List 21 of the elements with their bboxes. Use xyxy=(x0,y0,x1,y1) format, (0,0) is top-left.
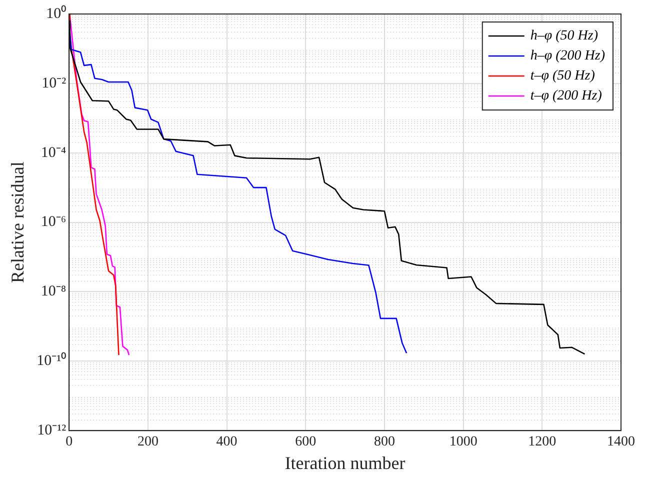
x-tick-label: 400 xyxy=(216,434,238,450)
legend-label: t–φ (50 Hz) xyxy=(530,68,596,84)
legend-label: t–φ (200 Hz) xyxy=(530,88,602,104)
x-tick-label: 1200 xyxy=(528,434,556,450)
x-tick-label: 200 xyxy=(137,434,158,450)
y-tick-label: 10⁻² xyxy=(42,75,67,92)
y-tick-label: 10⁰ xyxy=(46,4,66,22)
x-tick-label: 600 xyxy=(295,434,316,450)
x-tick-label: 800 xyxy=(374,434,395,450)
legend-label: h–φ (50 Hz) xyxy=(530,28,598,44)
x-tick-label: 0 xyxy=(66,434,73,450)
x-tick-label: 1000 xyxy=(449,434,478,450)
x-tick-label: 1400 xyxy=(607,434,635,450)
legend-label: h–φ (200 Hz) xyxy=(530,48,606,64)
y-tick-label: 10⁻¹⁰ xyxy=(36,352,66,370)
y-tick-label: 10⁻¹² xyxy=(37,422,67,439)
y-tick-label: 10⁻⁸ xyxy=(40,284,66,300)
y-tick-label: 10⁻⁶ xyxy=(40,214,66,230)
y-axis-title: Relative residual xyxy=(8,162,28,284)
x-axis-title: Iteration number xyxy=(284,452,406,473)
y-tick-label: 10⁻⁴ xyxy=(40,144,66,161)
